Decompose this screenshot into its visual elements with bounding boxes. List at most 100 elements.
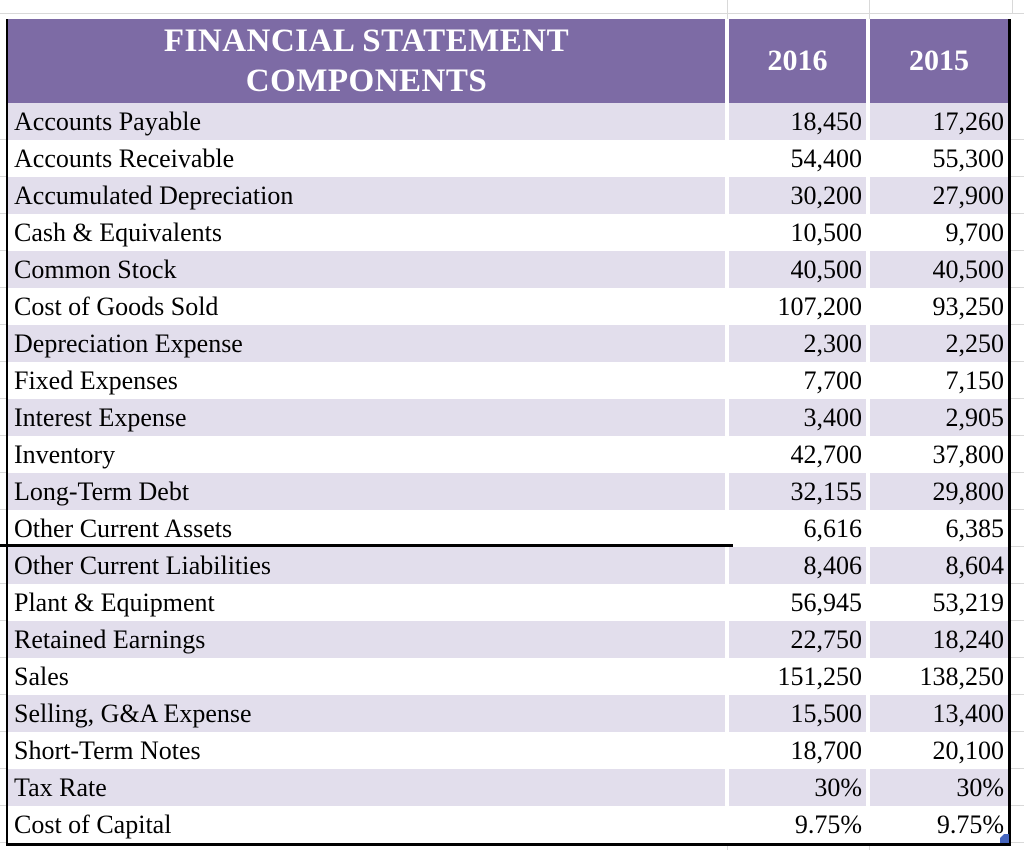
column-divider: [866, 399, 870, 436]
table-row: Retained Earnings 22,750 18,240: [8, 621, 1008, 658]
table-title-cell[interactable]: FINANCIAL STATEMENT COMPONENTS: [8, 19, 725, 103]
value-cell-2016[interactable]: 54,400: [790, 144, 863, 173]
table-body: Accounts Payable 18,450 17,260 Accounts …: [0, 103, 1008, 843]
column-divider: [866, 288, 870, 325]
value-cell-2015[interactable]: 138,250: [919, 662, 1005, 691]
value-cell-2015[interactable]: 2,905: [870, 399, 1008, 436]
column-divider: [866, 769, 870, 806]
value-cell-2016[interactable]: 42,700: [790, 440, 863, 469]
value-cell-2016[interactable]: 30,200: [729, 177, 866, 214]
value-cell-2015[interactable]: 30%: [870, 769, 1008, 806]
value-cell-2016[interactable]: 56,945: [790, 588, 863, 617]
value-cell-2016[interactable]: 8,406: [729, 547, 866, 584]
value-cell-2015[interactable]: 9,700: [945, 218, 1005, 247]
row-label-cell[interactable]: Accounts Payable: [8, 103, 725, 140]
column-divider: [725, 621, 729, 658]
row-label-cell[interactable]: Cash & Equivalents: [14, 218, 222, 247]
value-cell-2016[interactable]: 40,500: [729, 251, 866, 288]
row-label-cell[interactable]: Fixed Expenses: [14, 366, 178, 395]
value-cell-2015[interactable]: 27,900: [870, 177, 1008, 214]
value-cell-2015[interactable]: 29,800: [870, 473, 1008, 510]
selection-fill-handle[interactable]: [1000, 834, 1009, 843]
value-cell-2016[interactable]: 32,155: [729, 473, 866, 510]
financial-table: FINANCIAL STATEMENT COMPONENTS 2016 2015…: [0, 19, 1011, 846]
row-label-cell[interactable]: Accumulated Depreciation: [8, 177, 725, 214]
column-divider: [866, 732, 870, 769]
value-cell-2015[interactable]: 2,250: [870, 325, 1008, 362]
row-label-cell[interactable]: Cost of Capital: [14, 810, 172, 839]
row-label-cell[interactable]: Interest Expense: [8, 399, 725, 436]
row-label-cell[interactable]: Inventory: [14, 440, 116, 469]
column-divider: [725, 214, 729, 251]
column-header-2016[interactable]: 2016: [729, 19, 866, 103]
column-divider: [725, 658, 729, 695]
value-cell-2015[interactable]: 17,260: [870, 103, 1008, 140]
value-cell-2015[interactable]: 53,219: [932, 588, 1005, 617]
column-divider: [725, 140, 729, 177]
column-divider: [866, 547, 870, 584]
row-label-cell[interactable]: Selling, G&A Expense: [8, 695, 725, 732]
row-label-cell[interactable]: Plant & Equipment: [14, 588, 215, 617]
value-cell-2016[interactable]: 6,616: [803, 514, 863, 543]
value-cell-2016[interactable]: 18,700: [790, 736, 863, 765]
table-row: Tax Rate 30% 30%: [8, 769, 1008, 806]
row-label-cell[interactable]: Tax Rate: [8, 769, 725, 806]
row-label-cell[interactable]: Retained Earnings: [8, 621, 725, 658]
column-divider: [866, 806, 870, 843]
value-cell-2015[interactable]: 7,150: [945, 366, 1005, 395]
column-divider: [725, 325, 729, 362]
column-divider: [725, 584, 729, 621]
column-divider: [866, 658, 870, 695]
table-row: Other Current Liabilities 8,406 8,604: [8, 547, 1008, 584]
table-row: Long-Term Debt 32,155 29,800: [8, 473, 1008, 510]
value-cell-2016[interactable]: 22,750: [729, 621, 866, 658]
value-cell-2015[interactable]: 8,604: [870, 547, 1008, 584]
table-row: Cost of Capital 9.75% 9.75%: [8, 806, 1008, 843]
row-label-cell[interactable]: Depreciation Expense: [8, 325, 725, 362]
column-divider: [866, 584, 870, 621]
row-label-cell[interactable]: Other Current Liabilities: [8, 547, 725, 584]
column-divider: [866, 19, 870, 103]
column-divider: [725, 19, 729, 103]
column-divider: [725, 510, 729, 547]
column-divider: [866, 140, 870, 177]
column-divider: [725, 473, 729, 510]
table-row: Depreciation Expense 2,300 2,250: [8, 325, 1008, 362]
value-cell-2015[interactable]: 37,800: [932, 440, 1005, 469]
value-cell-2016[interactable]: 9.75%: [794, 810, 862, 839]
value-cell-2016[interactable]: 7,700: [803, 366, 863, 395]
value-cell-2015[interactable]: 9.75%: [936, 810, 1004, 839]
value-cell-2015[interactable]: 93,250: [932, 292, 1005, 321]
row-label-cell[interactable]: Other Current Assets: [14, 514, 233, 543]
value-cell-2016[interactable]: 2,300: [729, 325, 866, 362]
column-divider: [866, 436, 870, 473]
value-cell-2015[interactable]: 18,240: [870, 621, 1008, 658]
value-cell-2016[interactable]: 30%: [729, 769, 866, 806]
value-cell-2015[interactable]: 13,400: [870, 695, 1008, 732]
value-cell-2016[interactable]: 107,200: [777, 292, 863, 321]
value-cell-2015[interactable]: 55,300: [932, 144, 1005, 173]
worksheet-row-gridlines: [1011, 103, 1024, 843]
value-cell-2015[interactable]: 6,385: [945, 514, 1005, 543]
value-cell-2016[interactable]: 3,400: [729, 399, 866, 436]
column-divider: [725, 769, 729, 806]
value-cell-2016[interactable]: 15,500: [729, 695, 866, 732]
worksheet-gridline: [869, 846, 870, 850]
row-label-cell[interactable]: Short-Term Notes: [14, 736, 201, 765]
worksheet-gridline: [0, 13, 1024, 14]
row-label-cell[interactable]: Accounts Receivable: [14, 144, 235, 173]
row-label-cell[interactable]: Cost of Goods Sold: [14, 292, 219, 321]
worksheet-gridline: [869, 0, 870, 19]
row-label-cell[interactable]: Common Stock: [8, 251, 725, 288]
value-cell-2016[interactable]: 10,500: [790, 218, 863, 247]
value-cell-2016[interactable]: 18,450: [729, 103, 866, 140]
table-row: Accounts Payable 18,450 17,260: [8, 103, 1008, 140]
row-label-cell[interactable]: Long-Term Debt: [8, 473, 725, 510]
value-cell-2016[interactable]: 151,250: [777, 662, 863, 691]
value-cell-2015[interactable]: 40,500: [870, 251, 1008, 288]
column-header-2015[interactable]: 2015: [870, 19, 1008, 103]
column-divider: [866, 177, 870, 214]
worksheet-gridline: [727, 846, 728, 850]
row-label-cell[interactable]: Sales: [14, 662, 69, 691]
value-cell-2015[interactable]: 20,100: [932, 736, 1005, 765]
